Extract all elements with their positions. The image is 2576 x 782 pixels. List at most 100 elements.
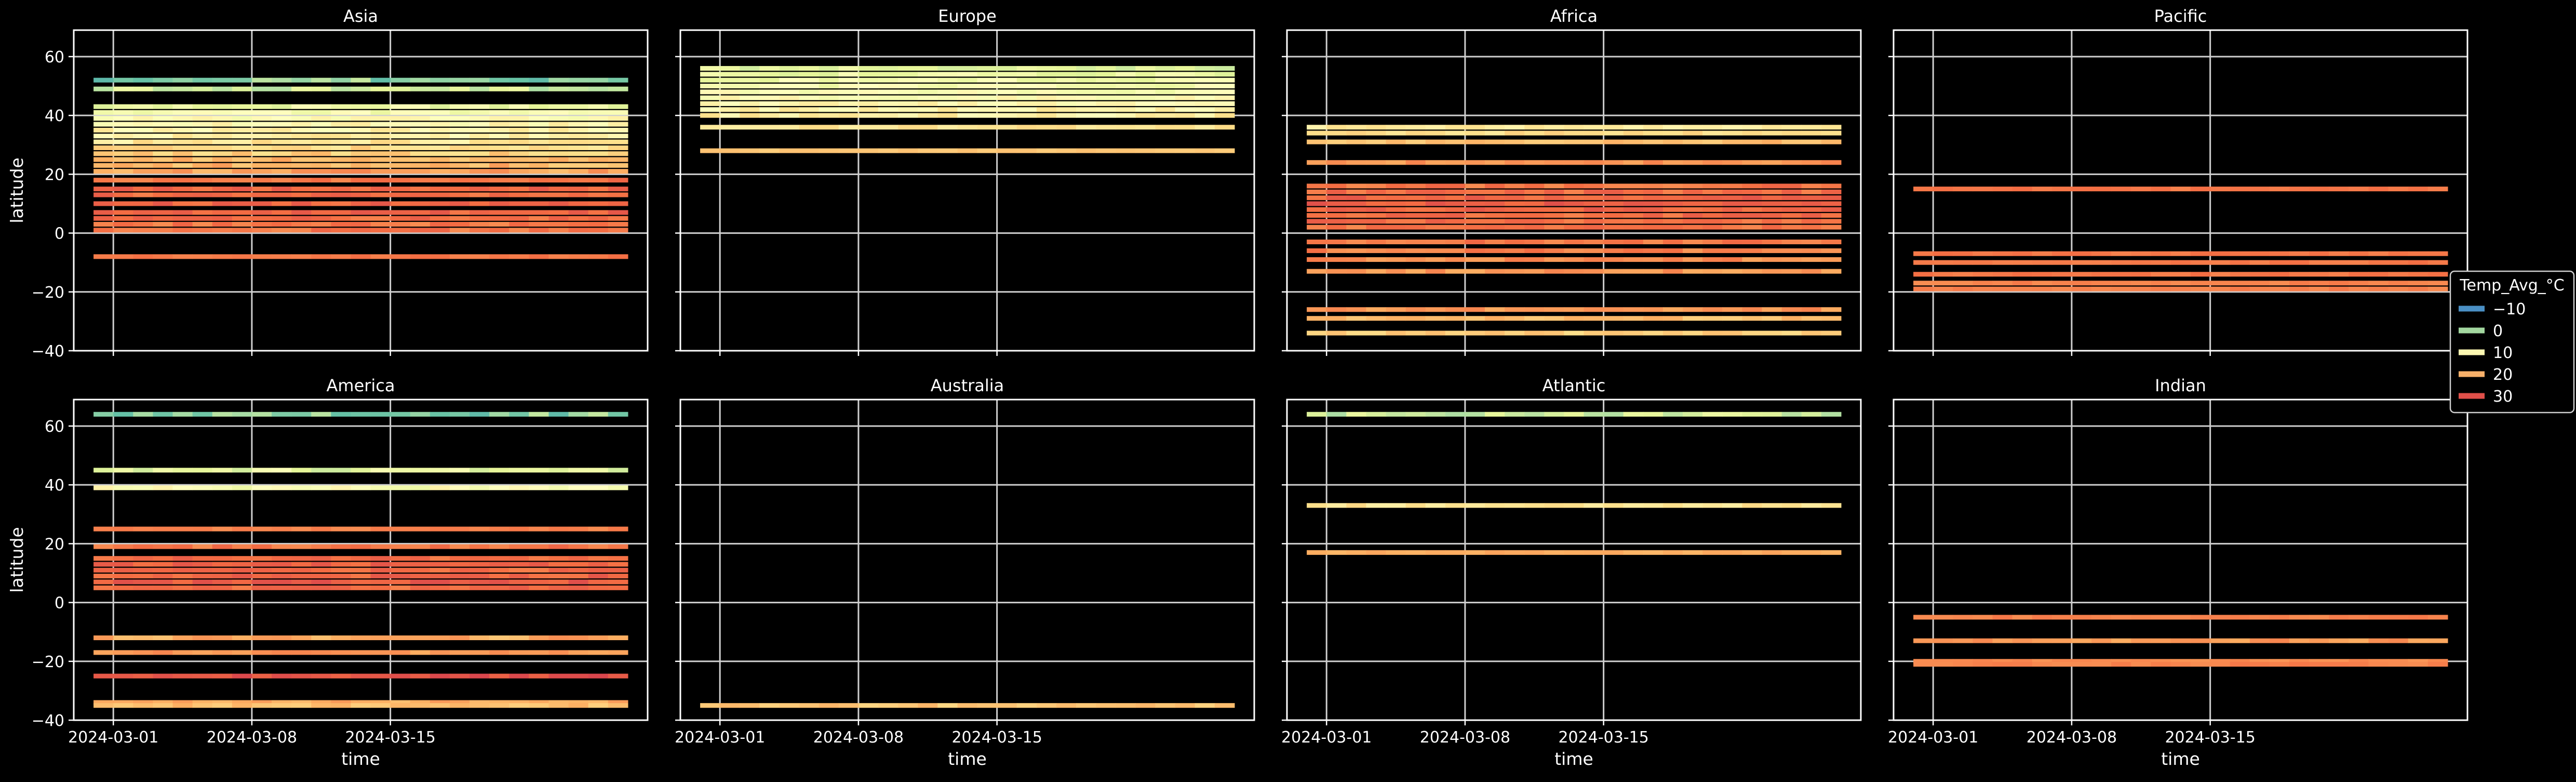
heat-cell (2349, 187, 2369, 192)
heat-cell (430, 192, 450, 197)
heat-cell (2190, 260, 2211, 265)
heat-cell (232, 412, 252, 417)
heat-cell (568, 139, 589, 144)
heat-cell (489, 151, 509, 156)
heat-cell (1346, 125, 1367, 130)
heat-cell (172, 110, 193, 115)
heat-cell (957, 95, 978, 100)
heat-cell (1307, 160, 1327, 165)
heat-cell (232, 585, 252, 590)
heat-cell (1781, 207, 1802, 212)
heat-cell (2190, 281, 2211, 286)
heat-cell (370, 673, 391, 679)
heat-cell (1623, 240, 1644, 245)
heat-cell (1662, 125, 1683, 130)
heat-cell (172, 122, 193, 127)
heat-cell (509, 110, 529, 115)
heat-cell (153, 157, 173, 162)
heat-cell (192, 127, 213, 132)
heat-cell (1643, 130, 1663, 136)
heat-cell (410, 116, 431, 121)
heat-cell (740, 66, 760, 71)
heat-cell (957, 101, 978, 107)
heat-cell (1036, 113, 1057, 118)
heat-cell (1643, 257, 1663, 262)
heat-cell (1307, 224, 1327, 230)
heat-cell (2091, 281, 2112, 286)
heat-cell (1742, 207, 1763, 212)
heat-cell (272, 700, 292, 705)
heat-cell (1175, 107, 1196, 112)
heat-cell (1781, 269, 1802, 274)
heat-cell (608, 192, 628, 197)
heat-cell (2427, 286, 2448, 291)
heat-cell (410, 187, 431, 192)
heat-cell (2131, 272, 2151, 277)
heat-cell (1603, 219, 1624, 224)
heat-cell (410, 178, 431, 183)
heat-cell (977, 107, 998, 112)
heat-cell (291, 169, 312, 174)
heat-cell (1992, 281, 2013, 286)
heat-cell (759, 125, 780, 130)
heat-cell (1683, 139, 1703, 144)
heat-cell (1346, 550, 1367, 555)
heat-cell (759, 107, 780, 112)
heat-cell (1544, 330, 1565, 336)
heat-cell (878, 84, 898, 89)
heat-cell (1465, 269, 1485, 274)
heat-cell (133, 192, 154, 197)
heat-cell (2210, 251, 2231, 256)
heat-cell (2427, 615, 2448, 620)
heat-cell (588, 562, 609, 567)
heat-cell (1584, 195, 1604, 201)
heat-cell (1405, 224, 1426, 230)
heat-cell (1722, 189, 1742, 194)
heat-cell (113, 700, 133, 705)
heat-cell (1702, 213, 1723, 218)
heat-cell (1326, 139, 1347, 144)
legend-label: 20 (2493, 366, 2513, 384)
heat-cell (93, 650, 114, 655)
heat-cell (1485, 130, 1505, 136)
heat-cell (251, 122, 272, 127)
heat-cell (1485, 503, 1505, 508)
heat-cell (251, 700, 272, 705)
heat-cells (700, 703, 1235, 708)
heat-cell (1603, 207, 1624, 212)
heat-cell (1821, 240, 1842, 245)
heat-cell (1953, 260, 1974, 265)
heat-cell (1346, 224, 1367, 230)
heat-cell (212, 192, 233, 197)
heat-cell (410, 579, 431, 585)
heat-cell (568, 145, 589, 150)
heat-cell (799, 77, 820, 83)
heat-cell (351, 562, 371, 567)
heat-cell (370, 222, 391, 227)
y-axis-label: latitude (7, 157, 27, 223)
heat-cell (93, 562, 114, 567)
heat-cell (2151, 615, 2171, 620)
heat-cell (568, 216, 589, 221)
heat-cell (232, 157, 252, 162)
heat-cell (608, 574, 628, 579)
heat-cell (608, 579, 628, 585)
heat-cell (1485, 125, 1505, 130)
heat-cell (1485, 550, 1505, 555)
heat-cell (272, 673, 292, 679)
heat-cell (1175, 113, 1196, 118)
heat-cell (1214, 95, 1235, 100)
heat-cell (133, 254, 154, 259)
heat-cell (272, 86, 292, 91)
heat-cell (331, 544, 352, 549)
heat-cell (1933, 272, 1953, 277)
heat-cell (93, 169, 114, 174)
heat-cell (1307, 213, 1327, 218)
heat-cell (1992, 187, 2013, 192)
heat-cell (1056, 77, 1077, 83)
heat-cell (311, 254, 331, 259)
heat-cell (2309, 272, 2329, 277)
heat-cell (1326, 330, 1347, 336)
heat-cell (291, 650, 312, 655)
heat-cell (1445, 316, 1466, 321)
